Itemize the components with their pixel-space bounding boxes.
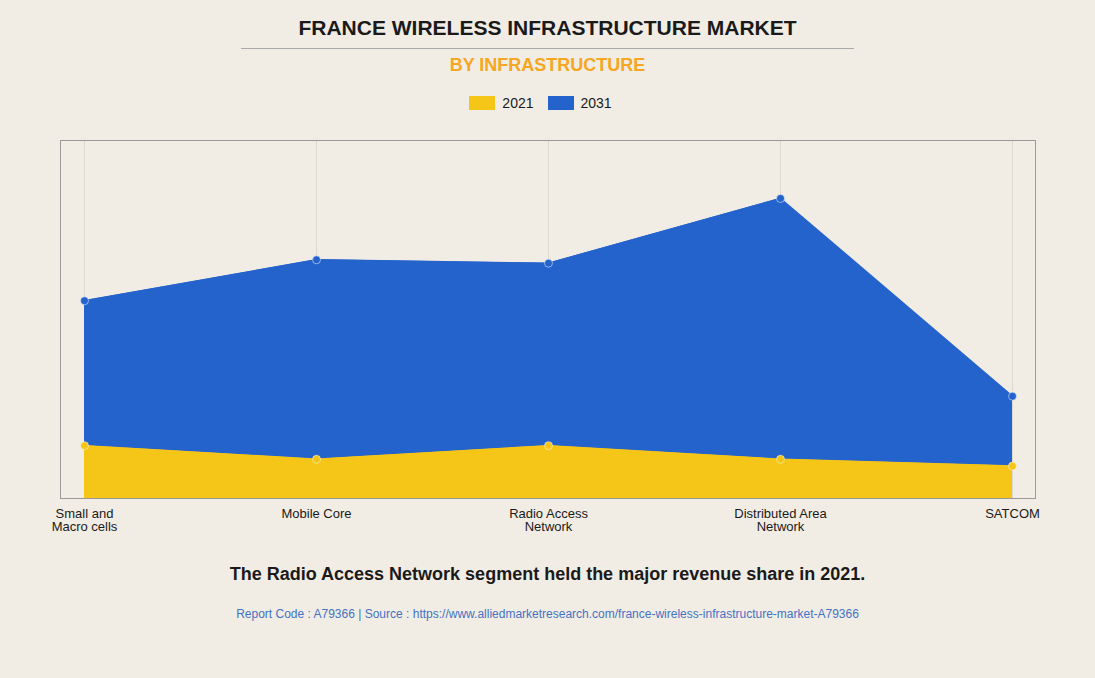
svg-text:Radio AccessNetwork: Radio AccessNetwork <box>509 506 588 534</box>
html-text:2021: 2021 <box>502 94 534 111</box>
html-text:The Radio Access Network segme: The Radio Access Network segment held th… <box>229 564 866 584</box>
html-text:2031: 2031 <box>580 94 612 111</box>
svg-text:Small andMacro cells: Small andMacro cells <box>52 506 118 534</box>
html-text:BY INFRASTRUCTURE: BY INFRASTRUCTURE <box>449 55 646 75</box>
svg-text:Mobile Core: Mobile Core <box>281 506 351 521</box>
html-text:Report Code : A79366 | Source: Report Code : A79366 | Source : https://… <box>236 607 859 621</box>
html-text:FRANCE WIRELESS INFRASTRUCTURE: FRANCE WIRELESS INFRASTRUCTURE MARKET <box>298 16 797 39</box>
svg-text:Distributed AreaNetwork: Distributed AreaNetwork <box>734 506 827 534</box>
svg-text:SATCOM: SATCOM <box>985 506 1040 521</box>
